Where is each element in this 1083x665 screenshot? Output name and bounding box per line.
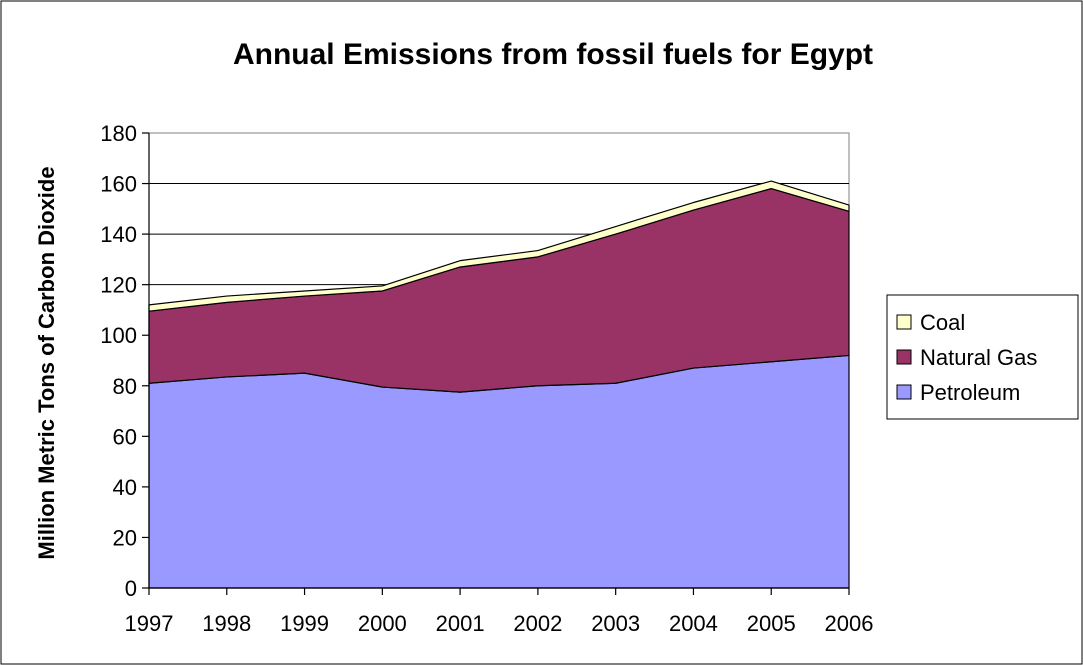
legend-box [886, 294, 1079, 420]
x-tick-label-2002: 2002 [513, 611, 562, 636]
legend-swatch-coal [896, 314, 912, 330]
y-tick-labels: 0 20 40 60 80 100 120 140 160 180 [100, 121, 137, 601]
x-tick-label-1997: 1997 [125, 611, 174, 636]
legend-label-coal: Coal [920, 310, 965, 335]
x-tick-label-2005: 2005 [747, 611, 796, 636]
y-tick-label-0: 0 [125, 576, 137, 601]
y-tick-label-160: 160 [100, 172, 137, 197]
chart-title: Annual Emissions from fossil fuels for E… [233, 38, 873, 71]
x-tick-labels: 1997 1998 1999 2000 2001 2002 2003 2004 2005 2006 [125, 611, 874, 636]
x-tick-label-2003: 2003 [591, 611, 640, 636]
legend-swatch-petroleum [896, 384, 912, 400]
x-tick-label-1998: 1998 [202, 611, 251, 636]
y-tick-label-80: 80 [113, 374, 137, 399]
y-tick-label-60: 60 [113, 424, 137, 449]
area-series [148, 180, 850, 589]
area-coal [148, 180, 850, 312]
area-petroleum [148, 354, 850, 589]
x-tick-label-2006: 2006 [825, 611, 874, 636]
x-tick-label-2004: 2004 [669, 611, 718, 636]
y-axis-title: Million Metric Tons of Carbon Dioxide [34, 166, 59, 559]
x-tick-label-2001: 2001 [436, 611, 485, 636]
axes [142, 132, 850, 595]
y-tick-label-140: 140 [100, 222, 137, 247]
y-tick-label-180: 180 [100, 121, 137, 146]
legend-label-petroleum: Petroleum [920, 380, 1020, 405]
x-tick-label-1999: 1999 [280, 611, 329, 636]
y-tick-label-120: 120 [100, 273, 137, 298]
legend-label-natural-gas: Natural Gas [920, 345, 1037, 370]
y-tick-label-20: 20 [113, 525, 137, 550]
y-tick-label-100: 100 [100, 323, 137, 348]
legend-swatch-natural-gas [896, 349, 912, 365]
legend: Coal Natural Gas Petroleum [886, 294, 1079, 420]
x-tick-label-2000: 2000 [358, 611, 407, 636]
y-tick-label-40: 40 [113, 475, 137, 500]
